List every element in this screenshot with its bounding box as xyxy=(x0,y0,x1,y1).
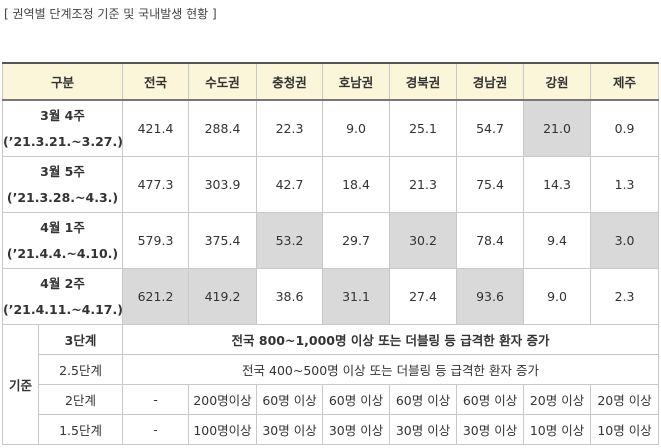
criteria-row: 기준 3단계 전국 800~1,000명 이상 또는 더블링 등 급격한 환자 증가 xyxy=(2,324,660,445)
value-cell: 421.4 xyxy=(122,99,190,157)
criteria-cell: - xyxy=(122,414,190,445)
value-cell: 22.3 xyxy=(256,99,324,157)
period: (’21.3.21.~3.27.) xyxy=(3,133,123,149)
value-cell: 375.4 xyxy=(188,212,258,269)
level: 2단계 xyxy=(37,384,124,415)
value-cell: 75.4 xyxy=(456,156,525,213)
value-cell: 18.4 xyxy=(322,156,391,213)
header-row: 구분 전국 수도권 충청권 호남권 경북권 경남권 강원 제주 xyxy=(1,62,660,101)
criteria-cell: 10명 이상 xyxy=(523,414,592,445)
criteria-cell: 30명 이상 xyxy=(256,414,324,445)
status-table: 구분 전국 수도권 충청권 호남권 경북권 경남권 강원 제주 3월 4주 (’21.3.21.~3… xyxy=(1,62,660,445)
criteria-label: 기준 xyxy=(2,324,39,445)
value-cell: 288.4 xyxy=(188,99,258,157)
criteria-cell: 60명 이상 xyxy=(389,384,458,415)
title: [ 권역별 단계조정 기준 및 국내발생 현황 ] xyxy=(4,7,217,21)
row-label: 3월 4주 (’21.3.21.~3.27.) xyxy=(1,99,124,157)
value-cell: 21.0 xyxy=(523,99,592,157)
value-cell: 579.3 xyxy=(122,212,190,269)
header-cell: 제주 xyxy=(590,62,660,101)
row-label: 4월 2주 (’21.4.11.~4.17.) xyxy=(1,268,124,325)
value-cell: 621.2 xyxy=(122,268,190,325)
value-cell: 38.6 xyxy=(256,268,324,325)
criteria-cell: - xyxy=(122,384,190,415)
value-cell: 31.1 xyxy=(322,268,391,325)
value-cell: 9.0 xyxy=(322,99,391,157)
value-cell: 29.7 xyxy=(322,212,391,269)
criteria-cell: 60명 이상 xyxy=(322,384,391,415)
criteria-cell: 60명 이상 xyxy=(256,384,324,415)
period: (’21.4.4.~4.10.) xyxy=(6,245,119,261)
value-cell: 93.6 xyxy=(456,268,525,325)
data-row: 4월 1주 (’21.4.4.~4.10.) 579.3 375.4 53.2 29.7 3… xyxy=(1,212,660,269)
header-cell: 경북권 xyxy=(389,62,458,101)
header-cell: 호남권 xyxy=(322,62,391,101)
value-cell: 21.3 xyxy=(389,156,458,213)
criteria-cell: 100명이상 xyxy=(188,414,258,445)
week: 3월 4주 xyxy=(40,107,85,123)
value-cell: 30.2 xyxy=(389,212,458,269)
criteria-row: 2.5단계 전국 400~500명 이상 또는 더블링 등 급격한 환자 증가 xyxy=(3,354,660,385)
row-label: 3월 5주 (’21.3.28.~4.3.) xyxy=(1,156,124,213)
criteria-row: 2단계 -200명이상 60명 이상 60명 이상 60명 이상 60명 이상 20명 이상… xyxy=(3,384,660,415)
criteria-cell: 10명 이상 xyxy=(590,414,660,445)
value-cell: 78.4 xyxy=(456,212,525,269)
week: 4월 1주 xyxy=(40,219,85,235)
week: 3월 5주 xyxy=(40,163,85,179)
level: 3단계 xyxy=(37,324,124,355)
period: (’21.4.11.~4.17.) xyxy=(3,301,123,317)
value-cell: 1.3 xyxy=(590,156,660,213)
value-cell: 477.3 xyxy=(122,156,190,213)
header-cell: 구분 xyxy=(1,62,124,101)
value-cell: 54.7 xyxy=(456,99,525,157)
criteria-cell: 30명 이상 xyxy=(389,414,458,445)
value-cell: 27.4 xyxy=(389,268,458,325)
criteria-cell: 20명 이상 xyxy=(523,384,592,415)
week: 4월 2주 xyxy=(40,275,85,291)
value-cell: 303.9 xyxy=(188,156,258,213)
value-cell: 25.1 xyxy=(389,99,458,157)
value-cell: 42.7 xyxy=(256,156,324,213)
data-row: 3월 5주 (’21.3.28.~4.3.) 477.3 303.9 42.7 18.4 2… xyxy=(1,156,660,213)
value-cell: 0.9 xyxy=(590,99,660,157)
criteria-cell: 30명 이상 xyxy=(322,414,391,445)
criteria-text: 전국 400~500명 이상 또는 더블링 등 급격한 환자 증가 xyxy=(122,354,660,385)
header-cell: 전국 xyxy=(122,62,190,101)
criteria-cell: 30명 이상 xyxy=(456,414,525,445)
header-cell: 경남권 xyxy=(456,62,525,101)
value-cell: 14.3 xyxy=(523,156,592,213)
criteria-row: 1.5단계 -100명이상 30명 이상 30명 이상 30명 이상 30명 이상 10명 … xyxy=(3,414,660,445)
header-cell: 충청권 xyxy=(256,62,324,101)
criteria-text: 전국 800~1,000명 이상 또는 더블링 등 급격한 환자 증가 xyxy=(122,324,660,355)
data-row: 3월 4주 (’21.3.21.~3.27.) 421.4 288.4 22.3 9.0 2… xyxy=(1,99,660,157)
header-cell: 강원 xyxy=(523,62,592,101)
value-cell: 53.2 xyxy=(256,212,324,269)
criteria-cell: 20명 이상 xyxy=(590,384,660,415)
criteria-cell: 200명이상 xyxy=(188,384,258,415)
value-cell: 419.2 xyxy=(188,268,258,325)
value-cell: 3.0 xyxy=(590,212,660,269)
header-cell: 수도권 xyxy=(188,62,258,101)
data-row: 4월 2주 (’21.4.11.~4.17.) 621.2 419.2 38.6 31.1… xyxy=(1,268,660,325)
value-cell: 9.0 xyxy=(523,268,592,325)
value-cell: 2.3 xyxy=(590,268,660,325)
row-label: 4월 1주 (’21.4.4.~4.10.) xyxy=(1,212,124,269)
criteria-cell: 60명 이상 xyxy=(456,384,525,415)
level: 1.5단계 xyxy=(37,414,124,445)
level: 2.5단계 xyxy=(37,354,124,385)
period: (’21.3.28.~4.3.) xyxy=(6,189,119,205)
value-cell: 9.4 xyxy=(523,212,592,269)
